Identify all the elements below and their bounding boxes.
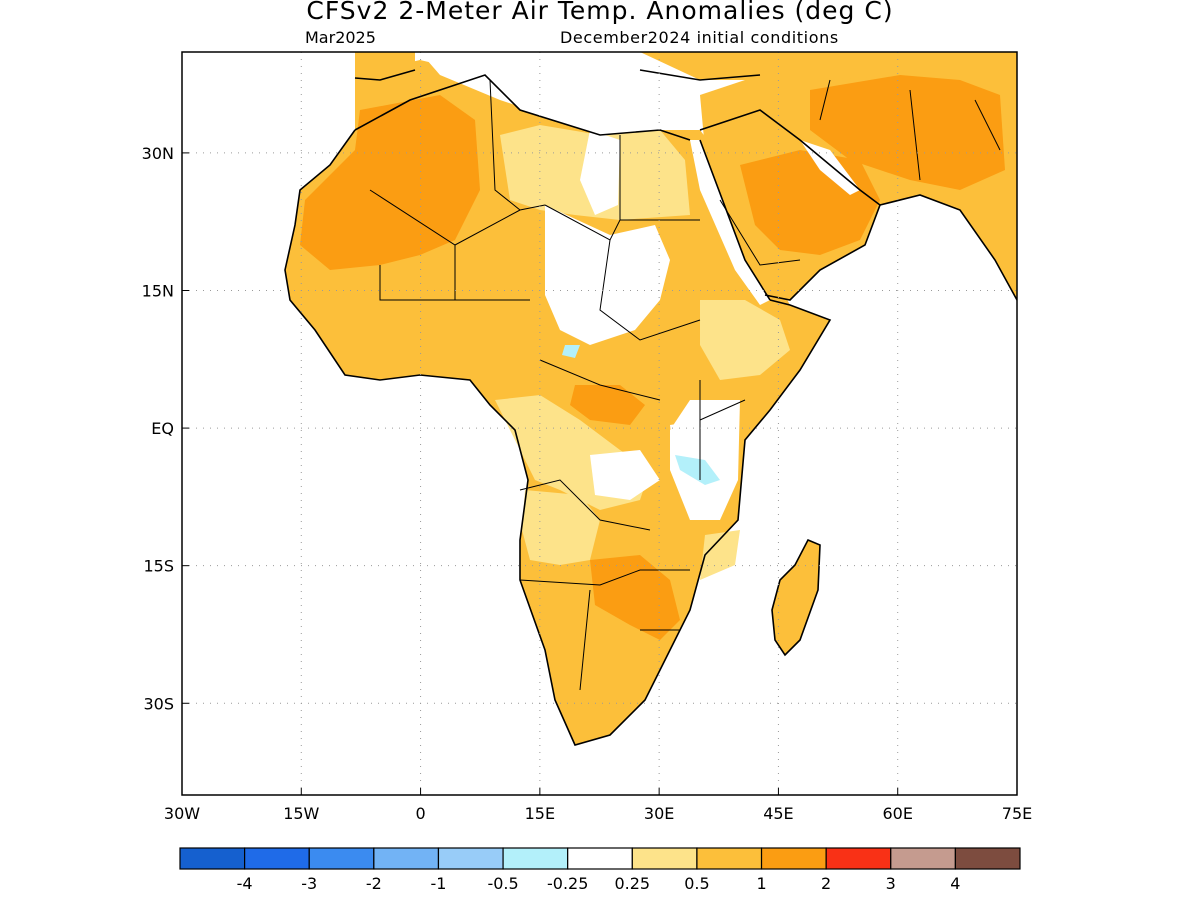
initial-conditions-label: December2024 initial conditions [560, 28, 839, 47]
sudan-neutral-zone [580, 130, 620, 215]
east-europe-strip [640, 52, 1017, 80]
persian-gulf [800, 140, 860, 195]
colorbar: -4 -3 -2 -1 -0.5 -0.25 0.25 0.5 1 2 3 4 [179, 847, 1021, 893]
x-tick-label: 60E [882, 804, 912, 823]
colorbar-swatch [244, 847, 310, 870]
y-axis: 30N 15N EQ 15S 30S [142, 144, 189, 713]
map-title: CFSv2 2-Meter Air Temp. Anomalies (deg C… [306, 0, 894, 25]
southwest-light-zone [522, 490, 600, 565]
colorbar-swatch [954, 847, 1021, 870]
central-neutral-zone [590, 450, 660, 500]
lake-victoria [670, 422, 692, 442]
colorbar-label: 4 [950, 874, 960, 893]
x-tick-label: 0 [415, 804, 425, 823]
y-tick-label: 15S [143, 557, 174, 576]
country-borders [369, 79, 1001, 691]
cool-anomaly-zone [675, 455, 720, 485]
colorbar-label: 2 [821, 874, 831, 893]
x-tick-label: 15W [283, 804, 319, 823]
colorbar-swatch [308, 847, 375, 870]
sahara-warm-zone [300, 95, 480, 270]
colorbar-label: -2 [366, 874, 382, 893]
x-tick-label: 75E [1002, 804, 1032, 823]
europe-strip [355, 52, 415, 80]
x-tick-label: 30W [164, 804, 200, 823]
east-coast-light-zone [700, 530, 740, 580]
colorbar-swatch [760, 847, 827, 870]
x-tick-label: 30E [644, 804, 674, 823]
colorbar-label: -0.25 [547, 874, 588, 893]
colorbar-label: -3 [301, 874, 317, 893]
colorbar-swatch [179, 847, 246, 870]
y-tick-label: 15N [142, 281, 174, 300]
colorbar-label: 0.5 [684, 874, 709, 893]
y-tick-label: 30S [143, 694, 174, 713]
colorbar-label: -1 [430, 874, 446, 893]
valid-month-label: Mar2025 [305, 28, 376, 47]
madagascar [772, 540, 820, 655]
lat-lon-grid [182, 52, 1017, 795]
colorbar-swatch [696, 847, 763, 870]
colorbar-swatch [890, 847, 956, 870]
x-tick-label: 45E [763, 804, 793, 823]
red-sea [690, 140, 770, 305]
colorbar-label: -4 [237, 874, 253, 893]
colorbar-label: 1 [756, 874, 766, 893]
y-tick-label: EQ [151, 419, 174, 438]
colorbar-label: -0.5 [487, 874, 518, 893]
iran-warm-zone [810, 75, 1005, 190]
colorbar-swatch [437, 847, 504, 870]
colorbar-swatch [567, 847, 633, 870]
x-tick-label: 15E [525, 804, 555, 823]
central-africa-warm-zone [570, 385, 645, 425]
x-axis: 30W 15W 0 15E 30E 45E 60E 75E [164, 788, 1032, 823]
colorbar-label: 3 [886, 874, 896, 893]
y-tick-label: 30N [142, 144, 174, 163]
cool-anomaly-west [562, 345, 580, 358]
colorbar-swatch [825, 847, 892, 870]
colorbar-swatch [631, 847, 698, 870]
southern-africa-warm-zone [590, 555, 680, 640]
map-frame [181, 51, 1018, 796]
anomaly-shading [284, 52, 1017, 746]
horn-light-zone [700, 300, 790, 380]
mediterranean-neutral-zone [420, 52, 700, 130]
colorbar-label: 0.25 [614, 874, 650, 893]
colorbar-swatch [502, 847, 569, 870]
colorbar-swatch [373, 847, 440, 870]
sahel-neutral-zone [545, 205, 670, 345]
